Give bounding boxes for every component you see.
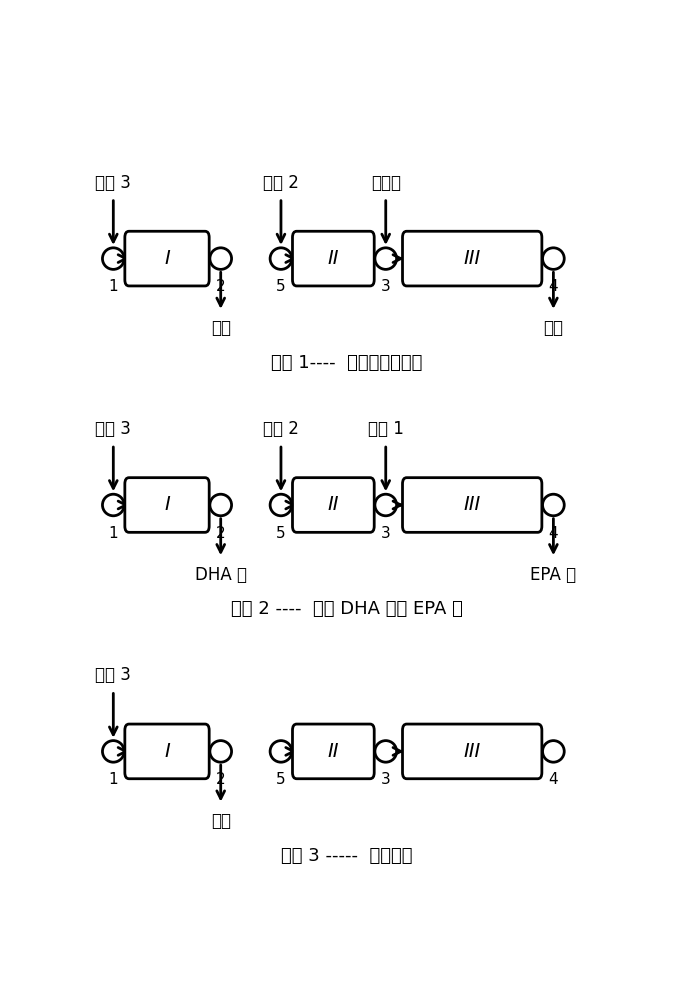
Text: 3: 3 xyxy=(381,279,391,294)
Text: 4: 4 xyxy=(549,526,558,541)
Text: II: II xyxy=(328,249,339,268)
Text: 步骤 3 -----  回收中杂: 步骤 3 ----- 回收中杂 xyxy=(281,847,412,865)
Text: 后杂: 后杂 xyxy=(211,319,231,337)
Text: III: III xyxy=(464,249,481,268)
Text: 2: 2 xyxy=(216,279,226,294)
FancyBboxPatch shape xyxy=(125,478,209,532)
Text: II: II xyxy=(328,495,339,514)
Text: II: II xyxy=(328,742,339,761)
FancyBboxPatch shape xyxy=(293,478,375,532)
Text: 1: 1 xyxy=(109,772,118,787)
Text: 中杂: 中杂 xyxy=(211,812,231,830)
Text: 溶液 1: 溶液 1 xyxy=(368,420,404,438)
Text: 步骤 2 ----  回收 DHA 酵和 EPA 酵: 步骤 2 ---- 回收 DHA 酵和 EPA 酵 xyxy=(231,600,462,618)
FancyBboxPatch shape xyxy=(402,478,542,532)
Text: 1: 1 xyxy=(109,526,118,541)
Text: 4: 4 xyxy=(549,772,558,787)
Text: 步骤 1----  去除前杂和后杂: 步骤 1---- 去除前杂和后杂 xyxy=(271,354,422,372)
Text: 前杂: 前杂 xyxy=(544,319,563,337)
Text: I: I xyxy=(164,249,170,268)
Text: 4: 4 xyxy=(549,279,558,294)
Text: I: I xyxy=(164,742,170,761)
Text: III: III xyxy=(464,495,481,514)
FancyBboxPatch shape xyxy=(402,724,542,779)
Text: 溶液 2: 溶液 2 xyxy=(263,174,299,192)
Text: DHA 酵: DHA 酵 xyxy=(195,566,247,584)
Text: 溶液 2: 溶液 2 xyxy=(263,420,299,438)
Text: 原料液: 原料液 xyxy=(370,174,401,192)
Text: 5: 5 xyxy=(276,526,286,541)
Text: 5: 5 xyxy=(276,279,286,294)
Text: 溶液 3: 溶液 3 xyxy=(95,666,131,684)
FancyBboxPatch shape xyxy=(293,724,375,779)
FancyBboxPatch shape xyxy=(293,231,375,286)
Text: EPA 酵: EPA 酵 xyxy=(531,566,577,584)
FancyBboxPatch shape xyxy=(125,724,209,779)
Text: 3: 3 xyxy=(381,526,391,541)
Text: 2: 2 xyxy=(216,772,226,787)
Text: I: I xyxy=(164,495,170,514)
Text: 溶液 3: 溶液 3 xyxy=(95,174,131,192)
FancyBboxPatch shape xyxy=(125,231,209,286)
Text: 3: 3 xyxy=(381,772,391,787)
Text: 1: 1 xyxy=(109,279,118,294)
Text: 溶液 3: 溶液 3 xyxy=(95,420,131,438)
Text: III: III xyxy=(464,742,481,761)
FancyBboxPatch shape xyxy=(402,231,542,286)
Text: 5: 5 xyxy=(276,772,286,787)
Text: 2: 2 xyxy=(216,526,226,541)
